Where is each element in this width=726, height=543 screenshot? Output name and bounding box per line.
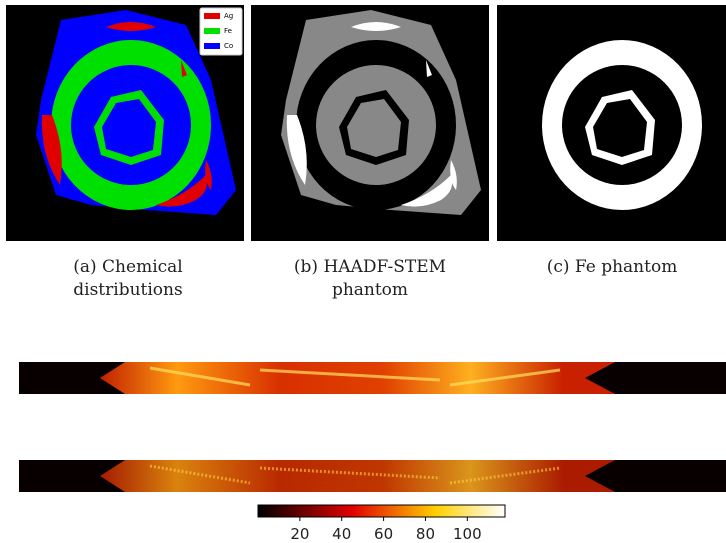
caption: (c) Fe phantom	[512, 256, 712, 279]
tick-label: 80	[416, 525, 435, 543]
panel-c	[497, 5, 726, 241]
legend-label: Co	[224, 42, 233, 50]
legend-label: Fe	[224, 27, 232, 35]
sinogram-2	[19, 460, 726, 492]
tick-label: 100	[453, 525, 482, 543]
page: Ag Fe Co 20 40 60 80 100 (a) Chemical distri…	[0, 0, 726, 543]
panel-b	[251, 5, 489, 241]
legend-label: Ag	[224, 12, 233, 20]
tick-label: 20	[290, 525, 309, 543]
panel-a: Ag Fe Co	[6, 5, 244, 241]
caption: (b) HAADF-STEM phantom	[262, 256, 478, 302]
tick-label: 60	[374, 525, 393, 543]
tick-label: 40	[332, 525, 351, 543]
colorbar	[258, 505, 505, 517]
colorbar-ticks: 20 40 60 80 100	[290, 517, 481, 543]
sinogram-1	[19, 362, 726, 394]
caption: (a) Chemical distributions	[48, 256, 208, 302]
